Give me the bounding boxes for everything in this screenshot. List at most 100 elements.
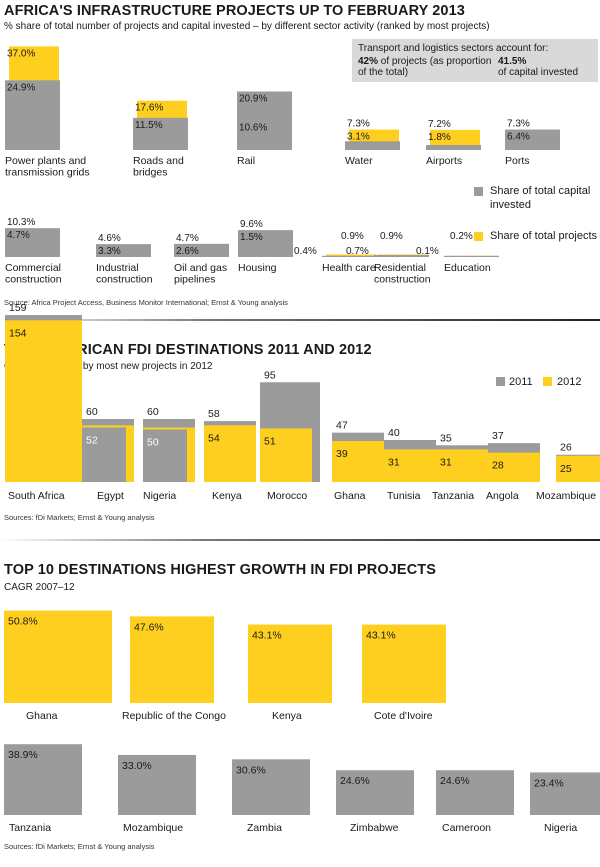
- callout-capital-text: of capital invested: [498, 67, 579, 78]
- value-capital-airports: 1.8%: [428, 132, 451, 143]
- bar-2012-angola: [488, 452, 540, 482]
- value-2012-tunisia: 31: [388, 456, 400, 468]
- label-ports: Ports: [505, 155, 530, 167]
- legend-capital-label: Share of total capital invested: [490, 185, 591, 211]
- section1-subtitle: % share of total number of projects and …: [4, 21, 490, 32]
- value-2011-tanzania: 35: [440, 432, 452, 444]
- value-capital-industrial-construction: 4.6%: [98, 233, 121, 244]
- legend-2012-swatch: [543, 377, 552, 386]
- bar-2012-tunisia: [384, 449, 436, 482]
- label-angola: Angola: [486, 490, 519, 502]
- value-cote-d-ivoire: 43.1%: [366, 630, 396, 642]
- value-2011-tunisia: 40: [388, 427, 400, 439]
- value-projects-oil-and-gas-pipelines: 2.6%: [176, 246, 199, 257]
- label-roads-and-bridges: Roads and: [133, 155, 184, 167]
- value-capital-water: 3.1%: [347, 132, 370, 143]
- label-republic-of-the-congo: Republic of the Congo: [122, 710, 226, 722]
- section2-title: TOP 10 AFRICAN FDI DESTINATIONS 2011 AND…: [4, 342, 372, 358]
- value-cameroon: 24.6%: [440, 775, 470, 787]
- value-ghana: 50.8%: [8, 616, 38, 628]
- legend-capital-swatch: [474, 187, 483, 196]
- bar-2012-top-egypt: [82, 425, 134, 428]
- value-projects-power-plants-and-transmission-grids: 37.0%: [7, 48, 35, 59]
- bar-projects-airports: [430, 129, 480, 150]
- label-commercial-construction-1: construction: [5, 274, 62, 286]
- value-kenya: 43.1%: [252, 630, 282, 642]
- label-industrial-construction: Industrial: [96, 262, 139, 274]
- divider-1: [0, 319, 600, 321]
- bar-zambia: [232, 759, 310, 815]
- label-commercial-construction: Commercial: [5, 262, 61, 274]
- bar-tanzania: [4, 744, 82, 815]
- value-2011-morocco: 95: [264, 369, 276, 381]
- label-roads-and-bridges-1: bridges: [133, 167, 167, 179]
- value-2012-egypt: 52: [86, 434, 98, 446]
- value-2011-angola: 37: [492, 430, 504, 442]
- callout-capital: 41.5% of capital invested: [498, 56, 596, 78]
- value-2011-nigeria: 60: [147, 406, 159, 418]
- label-residential-construction-1: construction: [374, 274, 431, 286]
- label-tunisia: Tunisia: [387, 490, 421, 502]
- bar-capital-industrial-construction: [96, 244, 151, 257]
- bar-2012-south-africa: [5, 320, 82, 482]
- label-housing: Housing: [238, 262, 277, 274]
- label-industrial-construction-1: construction: [96, 274, 153, 286]
- section2-source: Sources: fDi Markets; Ernst & Young anal…: [4, 513, 155, 522]
- value-projects-residential-construction: 0.9%: [380, 231, 403, 242]
- value-nigeria: 23.4%: [534, 777, 564, 789]
- value-projects-water: 7.3%: [347, 119, 370, 130]
- section3-subtitle: CAGR 2007–12: [4, 582, 75, 593]
- value-2012-angola: 28: [492, 460, 504, 472]
- value-2012-tanzania: 31: [440, 456, 452, 468]
- label-ghana: Ghana: [334, 490, 366, 502]
- divider-2: [0, 539, 600, 541]
- bar-capital-power-plants-and-transmission-grids: [5, 80, 60, 150]
- value-2011-mozambique: 26: [560, 442, 572, 454]
- label-rail: Rail: [237, 155, 255, 167]
- bar-capital-rail: [237, 91, 292, 150]
- bar-2012-kenya: [204, 425, 256, 482]
- label-zambia: Zambia: [247, 822, 282, 834]
- section2-subtitle: Countries ranked by most new projects in…: [4, 361, 213, 372]
- bar-capital-health-care: [322, 255, 377, 257]
- value-projects-roads-and-bridges: 17.6%: [135, 103, 163, 114]
- label-south-africa: South Africa: [8, 490, 65, 502]
- section3-title: TOP 10 DESTINATIONS HIGHEST GROWTH IN FD…: [4, 562, 436, 578]
- value-zambia: 30.6%: [236, 764, 266, 776]
- bar-projects-health-care: [326, 254, 376, 257]
- label-egypt: Egypt: [97, 490, 124, 502]
- value-2012-south-africa: 154: [9, 327, 27, 339]
- bar-cote-d-ivoire: [362, 624, 446, 703]
- bar-ghana: [4, 610, 112, 703]
- value-tanzania: 38.9%: [8, 749, 38, 761]
- legend-projects-swatch: [474, 232, 483, 241]
- value-mozambique: 33.0%: [122, 760, 152, 772]
- value-capital-residential-construction: 0.7%: [346, 246, 369, 257]
- legend-2012-label: 2012: [557, 376, 582, 388]
- value-2012-nigeria: 50: [147, 437, 159, 449]
- label-mozambique: Mozambique: [123, 822, 183, 834]
- value-capital-housing: 9.6%: [240, 219, 263, 230]
- value-projects-housing: 1.5%: [240, 232, 263, 243]
- bar-capital-ports: [505, 129, 560, 150]
- value-2011-kenya: 58: [208, 408, 220, 420]
- section1-title: AFRICA'S INFRASTRUCTURE PROJECTS UP TO F…: [4, 3, 465, 19]
- label-cameroon: Cameroon: [442, 822, 491, 834]
- bar-zimbabwe: [336, 770, 414, 815]
- bar-capital-residential-construction: [374, 255, 429, 257]
- bar-2012-mozambique: [556, 455, 600, 482]
- section3-source: Sources: fDi Markets; Ernst & Young anal…: [4, 842, 155, 851]
- value-republic-of-the-congo: 47.6%: [134, 621, 164, 633]
- value-2011-ghana: 47: [336, 420, 348, 432]
- bar-2012-morocco: [260, 428, 312, 482]
- label-cote-d-ivoire: Cote d'Ivoire: [374, 710, 433, 722]
- value-capital-education: 0.1%: [416, 246, 439, 257]
- bar-capital-education: [444, 255, 499, 257]
- bar-2012-edge-egypt: [126, 427, 134, 482]
- callout-heading: Transport and logistics sectors account …: [358, 43, 549, 54]
- section1-source: Source: Africa Project Access, Business …: [4, 298, 288, 307]
- value-projects-health-care: 0.9%: [341, 231, 364, 242]
- label-health-care: Health care: [322, 262, 376, 274]
- value-capital-ports: 7.3%: [507, 119, 530, 130]
